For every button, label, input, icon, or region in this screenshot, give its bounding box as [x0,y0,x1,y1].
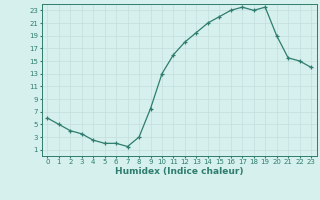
X-axis label: Humidex (Indice chaleur): Humidex (Indice chaleur) [115,167,244,176]
